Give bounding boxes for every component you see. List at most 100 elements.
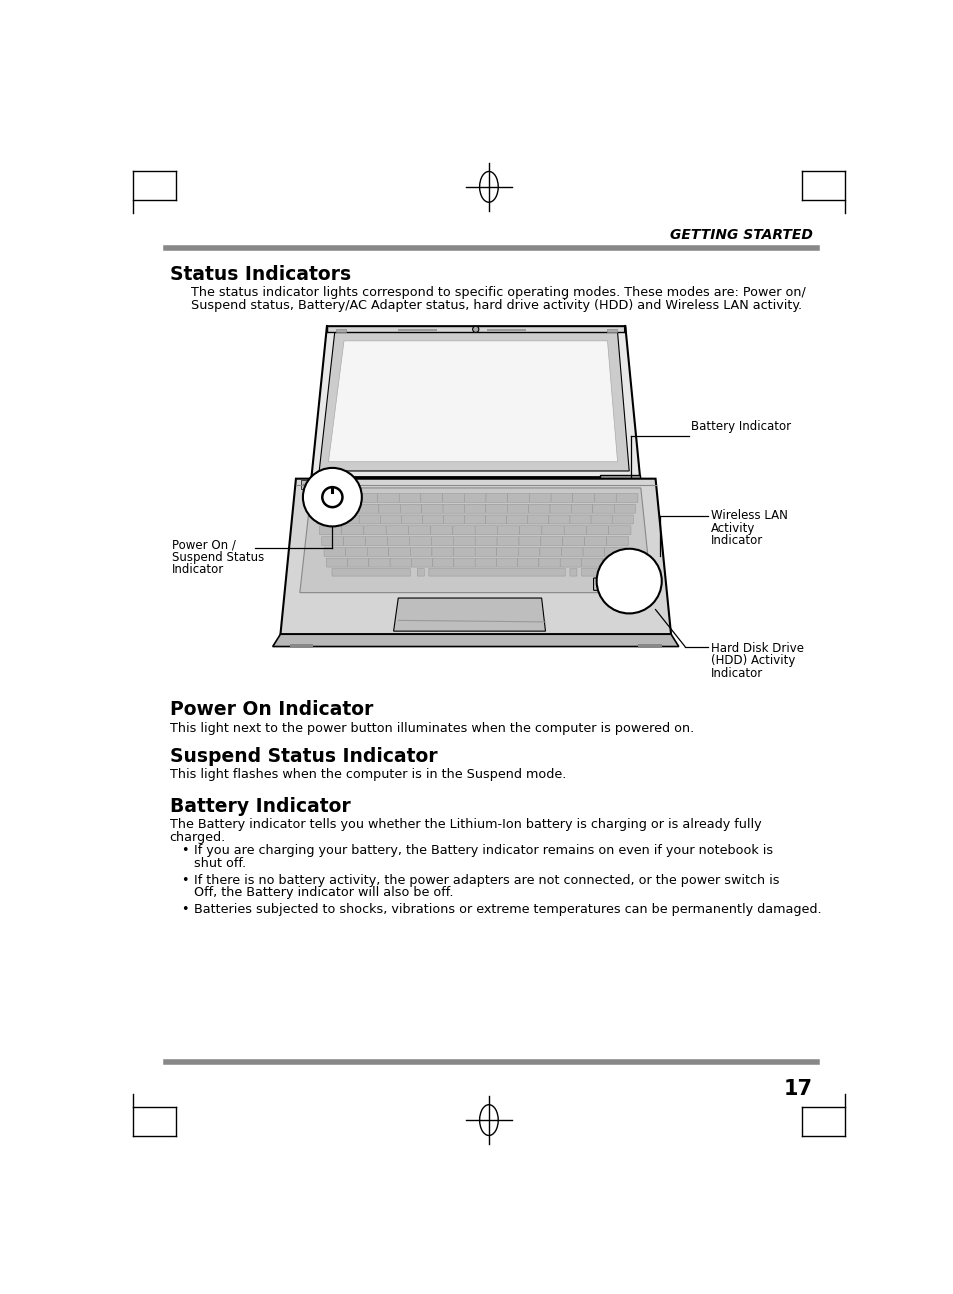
Text: Indicator: Indicator [710,666,762,679]
Circle shape [307,484,309,487]
FancyBboxPatch shape [559,558,581,567]
FancyBboxPatch shape [506,515,527,524]
FancyBboxPatch shape [334,493,355,502]
Text: 17: 17 [783,1079,812,1100]
FancyBboxPatch shape [422,515,443,524]
FancyBboxPatch shape [389,547,410,556]
FancyBboxPatch shape [562,537,584,546]
FancyBboxPatch shape [593,578,607,590]
Bar [397,329,436,331]
Text: Battery Indicator: Battery Indicator [170,797,350,815]
FancyBboxPatch shape [608,525,630,534]
FancyBboxPatch shape [602,558,623,567]
FancyBboxPatch shape [550,505,571,514]
FancyBboxPatch shape [569,568,577,576]
FancyBboxPatch shape [497,547,517,556]
FancyBboxPatch shape [355,493,377,502]
FancyBboxPatch shape [321,537,343,546]
FancyBboxPatch shape [335,505,357,514]
FancyBboxPatch shape [416,568,424,576]
FancyBboxPatch shape [454,558,475,567]
FancyBboxPatch shape [592,505,614,514]
Circle shape [325,484,328,487]
FancyBboxPatch shape [519,525,541,534]
FancyBboxPatch shape [359,515,380,524]
FancyBboxPatch shape [541,525,563,534]
FancyBboxPatch shape [563,525,586,534]
FancyBboxPatch shape [584,537,606,546]
FancyBboxPatch shape [319,525,341,534]
FancyBboxPatch shape [582,547,604,556]
Text: If there is no battery activity, the power adapters are not connected, or the po: If there is no battery activity, the pow… [193,873,779,886]
FancyBboxPatch shape [497,537,518,546]
FancyBboxPatch shape [332,568,410,576]
FancyBboxPatch shape [464,515,485,524]
Bar [290,644,313,648]
FancyBboxPatch shape [475,547,497,556]
Bar [301,480,340,489]
Bar [602,582,604,586]
Text: If you are charging your battery, the Battery indicator remains on even if your : If you are charging your battery, the Ba… [193,845,772,858]
Text: (HDD) Activity: (HDD) Activity [710,655,794,668]
Circle shape [472,326,478,333]
Text: charged.: charged. [170,831,226,844]
FancyBboxPatch shape [507,493,529,502]
FancyBboxPatch shape [540,537,562,546]
Text: Power On /: Power On / [172,538,235,551]
Polygon shape [273,634,679,647]
FancyBboxPatch shape [312,493,334,502]
FancyBboxPatch shape [409,537,431,546]
Bar [327,326,624,333]
Circle shape [457,637,462,641]
FancyBboxPatch shape [343,537,365,546]
Bar [599,475,639,485]
Text: The status indicator lights correspond to specific operating modes. These modes : The status indicator lights correspond t… [191,286,804,299]
FancyBboxPatch shape [453,547,475,556]
FancyBboxPatch shape [380,515,401,524]
Text: Suspend status, Battery/AC Adapter status, hard drive activity (HDD) and Wireles: Suspend status, Battery/AC Adapter statu… [191,299,801,312]
Text: Wireless LAN: Wireless LAN [710,510,786,523]
Text: Activity: Activity [710,521,754,534]
FancyBboxPatch shape [586,525,608,534]
Bar [638,644,661,648]
FancyBboxPatch shape [614,578,628,590]
Polygon shape [328,340,617,462]
Text: Power On Indicator: Power On Indicator [170,700,373,719]
FancyBboxPatch shape [431,537,453,546]
Polygon shape [299,488,651,593]
FancyBboxPatch shape [569,515,591,524]
Text: •: • [181,903,189,916]
Text: GETTING STARTED: GETTING STARTED [669,228,812,242]
Bar [335,329,345,331]
Text: Battery Indicator: Battery Indicator [691,421,790,433]
FancyBboxPatch shape [485,505,507,514]
FancyBboxPatch shape [429,568,565,576]
FancyBboxPatch shape [517,547,539,556]
Text: Indicator: Indicator [172,563,224,576]
FancyBboxPatch shape [453,525,475,534]
FancyBboxPatch shape [464,505,485,514]
FancyBboxPatch shape [408,525,430,534]
FancyBboxPatch shape [529,493,551,502]
FancyBboxPatch shape [580,558,602,567]
Text: •: • [181,873,189,886]
FancyBboxPatch shape [421,505,442,514]
FancyBboxPatch shape [432,547,453,556]
FancyBboxPatch shape [420,493,442,502]
FancyBboxPatch shape [539,547,561,556]
FancyBboxPatch shape [551,493,572,502]
FancyBboxPatch shape [443,515,464,524]
FancyBboxPatch shape [337,515,359,524]
FancyBboxPatch shape [591,515,612,524]
FancyBboxPatch shape [517,558,538,567]
Text: Hard Disk Drive: Hard Disk Drive [710,642,802,655]
FancyBboxPatch shape [410,547,432,556]
FancyBboxPatch shape [367,547,389,556]
Circle shape [488,637,493,641]
FancyBboxPatch shape [594,493,616,502]
FancyBboxPatch shape [497,525,519,534]
FancyBboxPatch shape [485,515,506,524]
Bar [487,329,525,331]
FancyBboxPatch shape [616,493,638,502]
FancyBboxPatch shape [475,537,497,546]
